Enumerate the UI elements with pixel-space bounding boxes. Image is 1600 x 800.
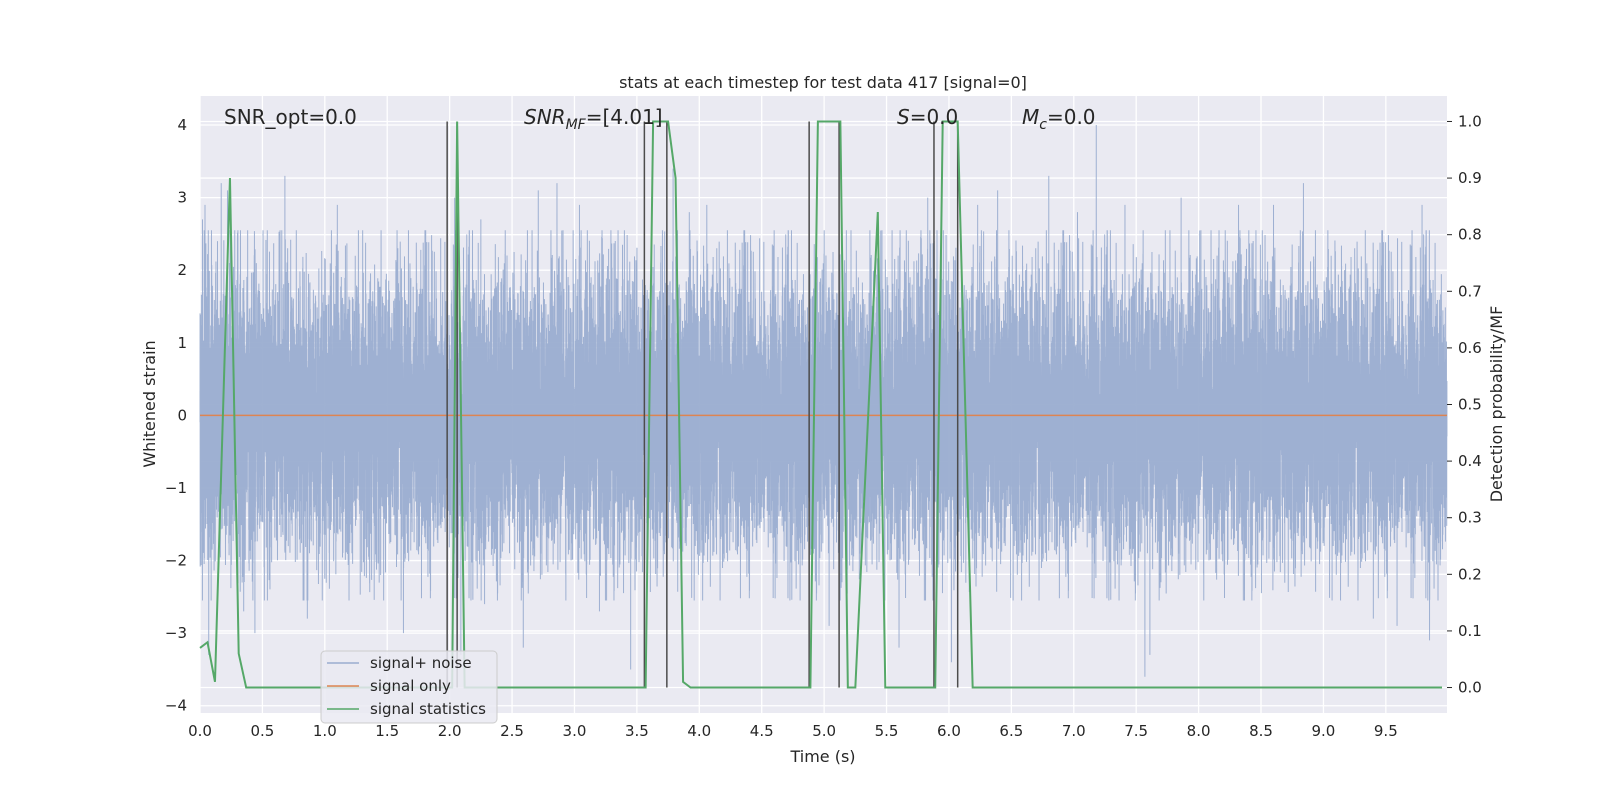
line-series: [199, 120, 1447, 689]
x-tick-label: 0.0: [188, 722, 212, 740]
y2-tick-label: 0.4: [1458, 452, 1482, 470]
legend-label-signal-only: signal only: [370, 677, 451, 695]
legend: signal+ noise signal only signal statist…: [320, 650, 498, 724]
annotation-snr-mf: SNRMF=[4.01]: [524, 105, 663, 133]
chart-title: stats at each timestep for test data 417…: [619, 73, 1027, 92]
legend-label-signal-noise: signal+ noise: [370, 654, 472, 672]
signal-noise-line: [199, 125, 1448, 677]
legend-label-signal-statistics: signal statistics: [370, 700, 486, 718]
y-tick-label: −3: [165, 624, 187, 642]
y-tick-label: −4: [165, 697, 187, 715]
x-tick-label: 4.0: [687, 722, 711, 740]
signal-noise-series: [199, 125, 1448, 677]
x-tick-label: 1.5: [375, 722, 399, 740]
x-tick-label: 5.0: [812, 722, 836, 740]
y-tick-label: 1: [177, 334, 187, 352]
y2-tick-label: 0.0: [1458, 679, 1482, 697]
x-tick-label: 3.5: [625, 722, 649, 740]
x-tick-label: 2.0: [438, 722, 462, 740]
x-tick-label: 6.5: [999, 722, 1023, 740]
x-tick-label: 5.5: [875, 722, 899, 740]
y2-tick-label: 0.8: [1458, 226, 1482, 244]
x-tick-label: 8.0: [1187, 722, 1211, 740]
y2-tick-label: 0.3: [1458, 509, 1482, 527]
x-tick-label: 7.5: [1124, 722, 1148, 740]
y2-tick-label: 0.7: [1458, 282, 1482, 300]
y2-tick-label: 0.1: [1458, 622, 1482, 640]
y2-tick-label: 0.2: [1458, 565, 1482, 583]
x-tick-label: 9.5: [1374, 722, 1398, 740]
y-tick-label: −1: [165, 479, 187, 497]
annotation-s: S=0.0: [897, 105, 958, 129]
y2-tick-label: 1.0: [1458, 112, 1482, 130]
y-tick-label: 3: [177, 189, 187, 207]
y-axis-label: Whitened strain: [140, 340, 159, 467]
x-axis-label: Time (s): [789, 747, 855, 766]
annotation-snr-opt: SNR_opt=0.0: [224, 105, 357, 129]
y2-tick-label: 0.5: [1458, 396, 1482, 414]
signal-statistics-line: [199, 120, 1443, 689]
y-tick-label: 0: [177, 406, 187, 424]
x-tick-label: 0.5: [250, 722, 274, 740]
x-tick-label: 9.0: [1311, 722, 1335, 740]
y2-tick-label: 0.9: [1458, 169, 1482, 187]
annotation-mc: Mc=0.0: [1022, 105, 1096, 133]
y-tick-label: 2: [177, 261, 187, 279]
x-tick-label: 8.5: [1249, 722, 1273, 740]
y2-axis-label: Detection probability/MF: [1487, 306, 1506, 503]
legend-box: [320, 650, 498, 724]
y2-tick-label: 0.6: [1458, 339, 1482, 357]
x-tick-label: 6.0: [937, 722, 961, 740]
x-tick-label: 4.5: [750, 722, 774, 740]
y-tick-label: −2: [165, 552, 187, 570]
x-tick-label: 2.5: [500, 722, 524, 740]
x-tick-label: 3.0: [563, 722, 587, 740]
y-tick-label: 4: [177, 116, 187, 134]
ticks: 0.0 0.5 1.0 1.5 2.0 2.5 3.0 3.5 4.0 4.5 5.0 5.5 6.0 6…: [165, 112, 1482, 740]
x-tick-label: 7.0: [1062, 722, 1086, 740]
x-tick-label: 1.0: [313, 722, 337, 740]
